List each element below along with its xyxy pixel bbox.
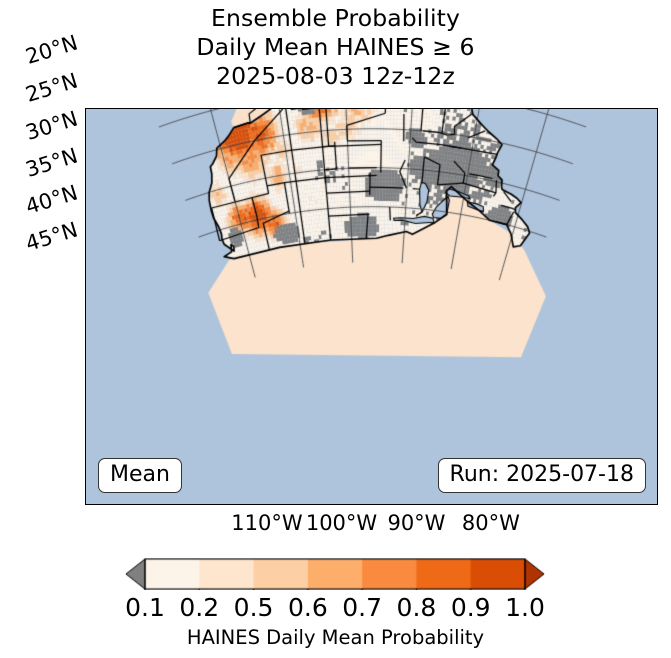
colorbar-tick-label: 0.2 [179, 593, 220, 622]
colorbar-tick-label: 0.7 [342, 593, 383, 622]
lon-tick-label: 90°W [387, 511, 446, 535]
map-raster [86, 109, 657, 504]
colorbar-tick-label: 0.9 [450, 593, 491, 622]
title-line-3: 2025-08-03 12z-12z [216, 62, 455, 90]
lon-tick-label: 80°W [461, 511, 520, 535]
title-line-1: Ensemble Probability [211, 4, 460, 32]
colorbar-tick-label: 0.8 [396, 593, 437, 622]
map-plot-area: Mean Run: 2025-07-18 [85, 108, 658, 505]
colorbar-tick-label: 0.1 [125, 593, 165, 622]
colorbar: 0.1 0.2 0.5 0.6 0.7 0.8 0.9 1.0 HAINES Daily Me… [0, 552, 671, 658]
title-line-2: Daily Mean HAINES ≥ 6 [196, 33, 475, 61]
colorbar-tick-label: 0.5 [233, 593, 274, 622]
lon-tick-label: 100°W [305, 511, 378, 535]
lat-tick-label: 35°N [22, 143, 81, 183]
colorbar-tick-labels: 0.1 0.2 0.5 0.6 0.7 0.8 0.9 1.0 [0, 593, 671, 623]
colorbar-tick-label: 0.6 [287, 593, 328, 622]
lat-tick-label: 30°N [22, 106, 81, 145]
colorbar-gradient [125, 558, 545, 590]
lon-tick-label: 110°W [231, 511, 303, 535]
lat-tick-label: 45°N [22, 217, 81, 257]
chart-title: Ensemble Probability Daily Mean HAINES ≥… [0, 4, 671, 91]
colorbar-tick-label: 1.0 [505, 593, 545, 622]
lat-tick-label: 40°N [22, 180, 81, 220]
badge-mean: Mean [98, 458, 182, 493]
badge-run: Run: 2025-07-18 [437, 458, 646, 493]
colorbar-title: HAINES Daily Mean Probability [186, 626, 485, 649]
